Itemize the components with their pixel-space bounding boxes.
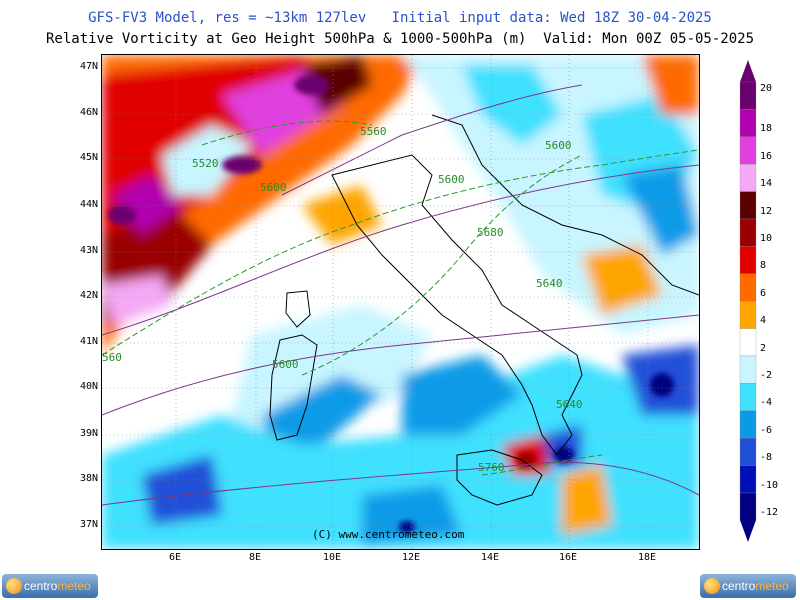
color-scale-swatch [739,328,757,357]
lon-label: 8E [248,552,262,563]
lon-label: 18E [637,552,657,563]
color-scale-swatch [739,492,757,521]
lat-label: 38N [79,473,98,484]
lat-label: 37N [79,519,98,530]
color-scale-label: 18 [760,123,773,135]
color-scale-label: -2 [760,370,773,381]
lon-label: 10E [322,552,342,563]
lat-label: 39N [79,428,98,439]
contour-label: 5600 [545,139,572,152]
logo-sun-icon [704,578,720,594]
lat-label: 41N [79,336,98,347]
color-scale-swatch [739,246,757,274]
logo-sun-icon [6,578,22,594]
vorticity-field [102,55,699,549]
contour-labels: 5560 5520 5600 5600 5600 5680 5640 5600 … [102,125,583,474]
color-scale-label: 4 [760,315,767,327]
map-canvas: 5560 5520 5600 5600 5600 5680 5640 5600 … [102,55,699,549]
color-scale-swatch [739,301,757,329]
color-scale-label: -12 [760,507,779,518]
copyright-text: (C) www.centrometeo.com [312,528,465,541]
color-scale-swatch [739,410,757,439]
centrometeo-logo-left: centrometeo [2,574,98,598]
lat-label: 43N [79,245,98,256]
contour-label: 5600 [438,173,465,186]
lat-label: 42N [79,290,98,301]
lon-label: 14E [480,552,500,563]
color-scale-swatch [739,465,757,494]
color-scale-label: 8 [760,260,767,272]
vorticity-cores [108,75,674,533]
color-scale-swatch [739,218,757,247]
contour-label: 5560 [360,125,387,138]
coastlines [269,114,699,506]
lat-label: 47N [79,61,98,72]
color-scale-swatch [739,438,757,466]
color-scale-swatch [739,164,757,192]
map-subtitle: Relative Vorticity at Geo Height 500hPa … [45,31,754,47]
color-scale-label: 2 [760,342,767,354]
contour-label: 5640 [536,277,563,290]
contour-label: 5520 [192,157,219,170]
color-scale-bar [739,60,757,542]
color-scale-label: 12 [760,205,773,217]
contour-label: 560 [102,351,122,364]
color-scale-swatch [739,355,757,384]
contour-label: 5640 [556,398,583,411]
color-scale-swatch [739,383,757,411]
lat-label: 45N [79,152,98,163]
color-scale-swatch [739,191,757,220]
color-scale-label: 6 [760,287,767,299]
lat-label: 40N [79,381,98,392]
color-scale-label: 16 [760,150,773,162]
geopotential-contours [102,84,699,506]
lat-label: 46N [79,107,98,118]
lat-label: 44N [79,199,98,210]
thickness-contours [102,120,699,476]
contour-label: 5600 [272,358,299,371]
color-scale-label: 14 [760,178,773,190]
contour-label: 5680 [477,226,504,239]
lon-label: 6E [168,552,182,563]
centrometeo-logo-right: centrometeo [700,574,796,598]
color-scale-swatch [739,273,757,302]
map-title: GFS-FV3 Model, res = ~13km 127lev Initia… [88,10,712,26]
lon-label: 12E [401,552,421,563]
color-scale-swatch [739,136,757,165]
lon-label: 16E [558,552,578,563]
vorticity-map: 5560 5520 5600 5600 5600 5680 5640 5600 … [101,54,700,550]
color-scale-swatch [739,81,757,110]
color-scale-swatch [739,109,757,137]
contour-label: 5600 [260,181,287,194]
color-scale-label: -10 [760,479,779,491]
color-scale-label: 10 [760,233,773,244]
contour-label: 5760 [478,461,505,474]
color-scale-label: -6 [760,424,773,436]
color-scale-label: -4 [760,397,773,409]
color-scale-label: 20 [760,83,773,94]
color-scale-label: -8 [760,452,773,464]
